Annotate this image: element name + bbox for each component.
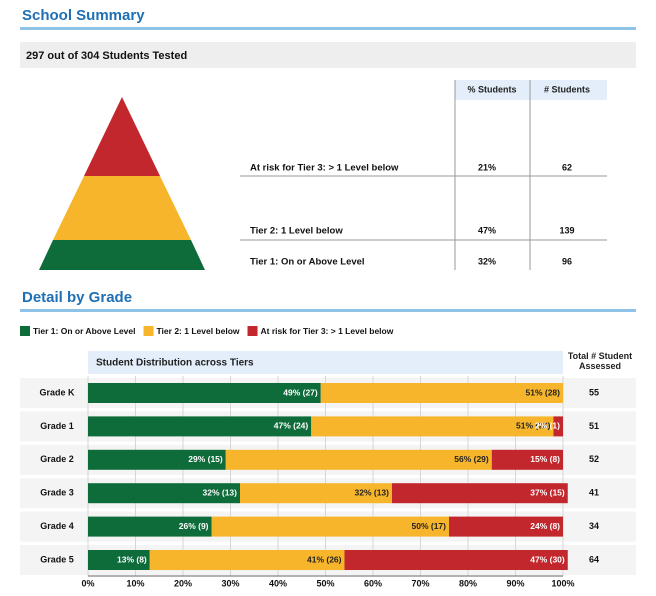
bar-segment xyxy=(88,383,321,403)
y-tick-label: Grade 4 xyxy=(40,521,74,531)
x-tick-label: 10% xyxy=(126,578,144,588)
data-label: 24% (8) xyxy=(530,521,560,531)
bar-segment xyxy=(311,416,554,437)
x-tick-label: 60% xyxy=(364,578,382,588)
row-pct: 32% xyxy=(478,256,496,266)
data-label: 32% (13) xyxy=(203,487,238,497)
data-label: 51% (26) xyxy=(516,421,551,431)
data-label: 49% (27) xyxy=(283,387,318,397)
column-header: # Students xyxy=(544,84,590,94)
legend-label: Tier 2: 1 Level below xyxy=(157,326,240,336)
x-tick-label: 0% xyxy=(81,578,94,588)
bar-segment xyxy=(392,483,568,504)
bar-segment xyxy=(88,449,226,470)
legend-swatch xyxy=(247,326,258,336)
row-label: Tier 1: On or Above Level xyxy=(250,257,365,268)
bar-segment xyxy=(88,550,150,570)
row-count: 139 xyxy=(559,225,574,235)
section-title: School Summary xyxy=(22,7,145,24)
data-label: 47% (24) xyxy=(274,421,309,431)
total-value: 64 xyxy=(589,554,599,564)
row-pct: 47% xyxy=(478,225,496,235)
data-label: 47% (30) xyxy=(530,554,565,564)
total-value: 51 xyxy=(589,421,599,431)
x-tick-label: 30% xyxy=(221,578,239,588)
total-value: 41 xyxy=(589,488,599,498)
chart-title: Student Distribution across Tiers xyxy=(96,358,254,369)
bar-segment xyxy=(320,383,563,403)
data-label: 56% (29) xyxy=(454,454,489,464)
bar-segment xyxy=(225,449,492,470)
section-title: Detail by Grade xyxy=(22,289,132,306)
data-label: 13% (8) xyxy=(117,554,147,564)
data-label: 15% (8) xyxy=(530,454,560,464)
bar-segment xyxy=(344,550,568,570)
legend-label: Tier 1: On or Above Level xyxy=(33,326,136,336)
row-label: At risk for Tier 3: > 1 Level below xyxy=(250,163,399,174)
row-label: Tier 2: 1 Level below xyxy=(250,226,343,237)
bar-segment xyxy=(240,483,392,504)
pyramid-bottom xyxy=(39,240,205,270)
chart-header xyxy=(88,351,563,374)
y-tick-label: Grade K xyxy=(39,387,75,397)
data-label: 26% (9) xyxy=(179,521,209,531)
legend-swatch xyxy=(20,326,30,336)
bar-segment xyxy=(88,516,212,537)
total-header: Total # Student Assessed xyxy=(567,351,633,371)
bar-segment xyxy=(449,516,563,537)
tested-bar xyxy=(20,42,636,68)
legend-label: At risk for Tier 3: > 1 Level below xyxy=(261,326,394,336)
pyramid-top xyxy=(84,97,160,176)
data-label: 29% (15) xyxy=(188,454,223,464)
total-value: 52 xyxy=(589,454,599,464)
table-header xyxy=(455,80,607,100)
pyramid-middle xyxy=(53,176,191,240)
column-header: % Students xyxy=(467,84,516,94)
bar-segment xyxy=(491,449,563,470)
total-value: 34 xyxy=(589,521,599,531)
x-tick-label: 40% xyxy=(269,578,287,588)
x-tick-label: 80% xyxy=(459,578,477,588)
y-tick-label: Grade 2 xyxy=(40,454,74,464)
tested-text: 297 out of 304 Students Tested xyxy=(26,50,187,62)
x-tick-label: 70% xyxy=(411,578,429,588)
bar-segment xyxy=(211,516,449,537)
y-tick-label: Grade 3 xyxy=(40,488,74,498)
data-label: 2% (1) xyxy=(535,421,560,431)
x-tick-label: 100% xyxy=(551,578,574,588)
data-label: 51% (28) xyxy=(526,387,561,397)
bar-segment xyxy=(88,416,312,437)
data-label: 32% (13) xyxy=(355,487,390,497)
row-count: 96 xyxy=(562,256,572,266)
data-label: 50% (17) xyxy=(412,521,447,531)
y-tick-label: Grade 1 xyxy=(40,421,74,431)
divider xyxy=(20,309,636,312)
total-value: 55 xyxy=(589,387,599,397)
data-label: 41% (26) xyxy=(307,554,342,564)
bar-segment xyxy=(149,550,345,570)
x-tick-label: 90% xyxy=(506,578,524,588)
divider xyxy=(20,27,636,30)
data-label: 37% (15) xyxy=(530,487,565,497)
bar-segment xyxy=(553,416,563,437)
row-pct: 21% xyxy=(478,162,496,172)
bar-segment xyxy=(88,483,240,504)
legend-swatch xyxy=(143,326,154,336)
x-tick-label: 20% xyxy=(174,578,192,588)
row-count: 62 xyxy=(562,162,572,172)
x-tick-label: 50% xyxy=(316,578,334,588)
y-tick-label: Grade 5 xyxy=(40,554,74,564)
